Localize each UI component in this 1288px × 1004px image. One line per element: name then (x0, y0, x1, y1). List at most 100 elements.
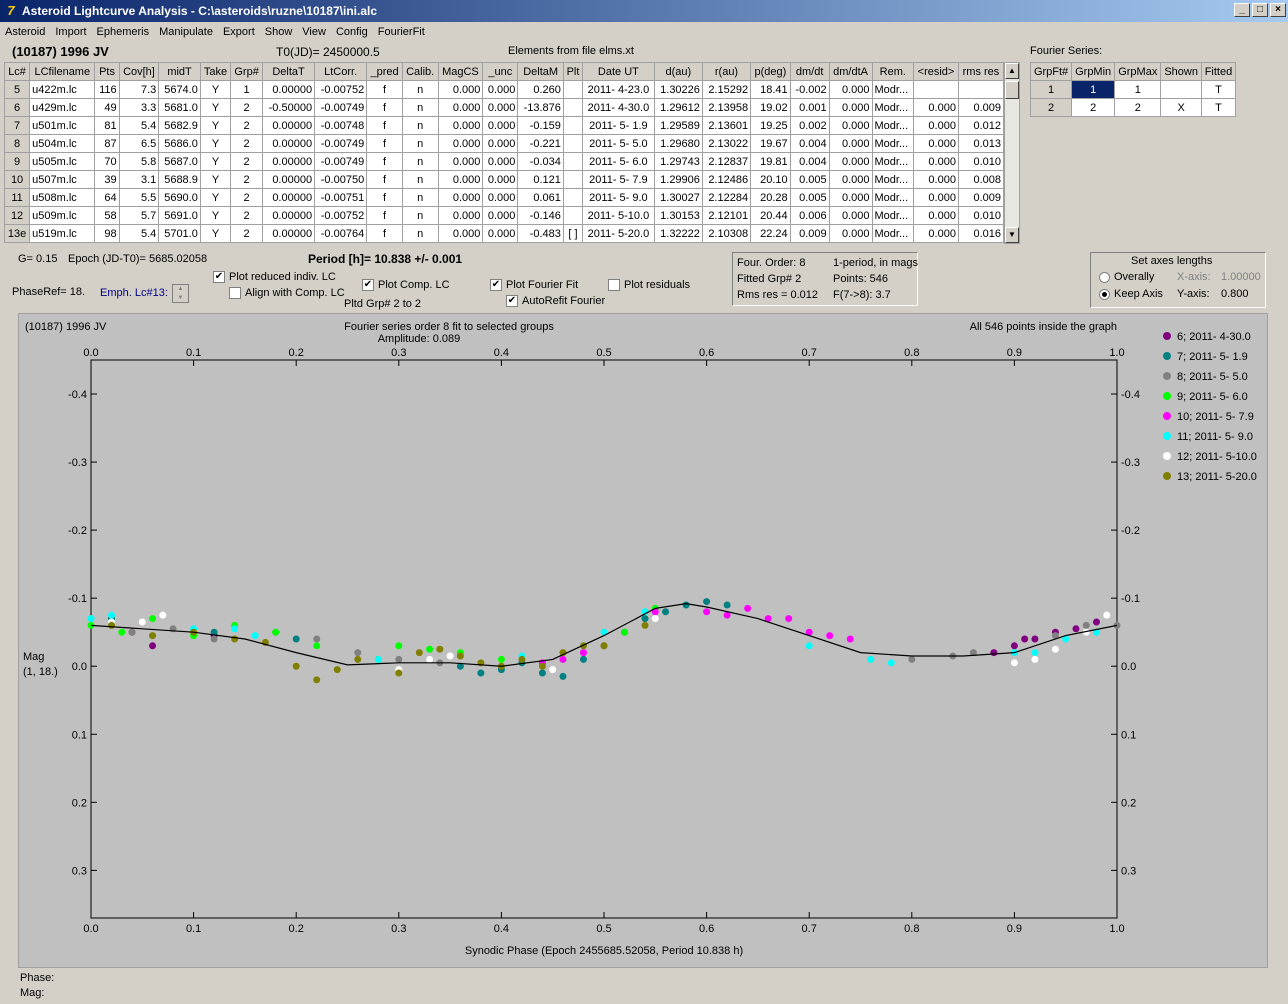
table-cell[interactable]: 20.28 (750, 188, 791, 207)
column-header[interactable]: midT (158, 62, 201, 81)
table-cell[interactable]: Modr... (871, 206, 915, 225)
table-cell[interactable]: 0.000 (913, 188, 959, 207)
table-cell[interactable]: Y (199, 188, 232, 207)
table-cell[interactable]: 0.000 (913, 98, 959, 117)
table-cell[interactable]: -0.146 (517, 206, 564, 225)
table-cell[interactable]: 10 (3, 170, 31, 189)
table-cell[interactable]: 0.000 (482, 224, 519, 243)
table-cell[interactable]: 5674.0 (158, 80, 201, 99)
table-cell[interactable]: 0.000 (437, 134, 484, 153)
table-cell[interactable]: 0.000 (482, 80, 519, 99)
table-cell[interactable]: 22.24 (750, 224, 791, 243)
table-cell[interactable]: u509m.lc (29, 206, 96, 225)
table-cell[interactable]: n (401, 170, 439, 189)
table-cell[interactable]: 98 (94, 224, 120, 243)
table-cell[interactable]: 1.29589 (653, 116, 703, 135)
table-cell[interactable]: 2 (1029, 98, 1073, 117)
table-cell[interactable]: 2011- 5- 9.0 (582, 188, 655, 207)
table-cell[interactable]: 2 (1071, 98, 1116, 117)
table-cell[interactable]: 5.8 (118, 152, 160, 171)
table-cell[interactable]: 0.004 (789, 134, 830, 153)
table-cell[interactable]: 19.02 (750, 98, 791, 117)
table-cell[interactable]: 0.000 (437, 206, 484, 225)
table-cell[interactable]: 0.008 (957, 170, 1005, 189)
table-cell[interactable]: u504m.lc (29, 134, 96, 153)
table-cell[interactable]: 2 (230, 116, 263, 135)
table-cell[interactable]: u501m.lc (29, 116, 96, 135)
table-cell[interactable]: 2.12101 (701, 206, 752, 225)
table-cell[interactable]: 0.000 (828, 134, 873, 153)
table-cell[interactable]: 5701.0 (158, 224, 201, 243)
column-header[interactable]: Calib. (401, 62, 439, 81)
column-header[interactable]: LtCorr. (314, 62, 368, 81)
table-cell[interactable]: 0.000 (437, 98, 484, 117)
table-cell[interactable]: 0.009 (789, 224, 830, 243)
table-cell[interactable]: 5681.0 (158, 98, 201, 117)
table-cell[interactable]: Y (199, 170, 232, 189)
table-cell[interactable]: 5690.0 (158, 188, 201, 207)
table-cell[interactable]: 0.000 (482, 116, 519, 135)
table-cell[interactable]: 58 (94, 206, 120, 225)
table-cell[interactable]: -0.00752 (314, 206, 368, 225)
table-cell[interactable]: 2011- 5- 5.0 (582, 134, 655, 153)
table-cell[interactable]: Y (199, 134, 232, 153)
table-cell[interactable]: 0.000 (437, 80, 484, 99)
table-row[interactable]: 6 u429m.lc 49 3.3 5681.0 Y 2 -0.50000 -0.00749 f n… (3, 98, 1005, 117)
table-cell[interactable]: T (1200, 80, 1237, 99)
table-cell[interactable]: u422m.lc (29, 80, 96, 99)
table-cell[interactable]: 5.4 (118, 224, 160, 243)
table-cell[interactable]: 7 (3, 116, 31, 135)
column-header[interactable]: <resid> (913, 62, 959, 81)
table-cell[interactable]: f (366, 152, 403, 171)
table-cell[interactable]: 2.13958 (701, 98, 752, 117)
table-cell[interactable]: 2 (230, 170, 263, 189)
table-cell[interactable]: 5.4 (118, 116, 160, 135)
table-row[interactable]: 9 u505m.lc 70 5.8 5687.0 Y 2 0.00000 -0.00749 f n 0… (3, 152, 1005, 171)
table-cell[interactable]: 19.67 (750, 134, 791, 153)
table-cell[interactable]: 0.004 (789, 152, 830, 171)
table-cell[interactable]: 5682.9 (158, 116, 201, 135)
table-cell[interactable]: 2.12837 (701, 152, 752, 171)
table-cell[interactable]: 0.000 (913, 206, 959, 225)
table-cell[interactable]: -0.00748 (314, 116, 368, 135)
maximize-button[interactable]: □ (1252, 3, 1268, 17)
table-cell[interactable]: 2 (230, 134, 263, 153)
table-cell[interactable]: -0.00749 (314, 98, 368, 117)
table-cell[interactable] (562, 206, 584, 225)
table-cell[interactable]: 0.012 (957, 116, 1005, 135)
table-cell[interactable]: 1.29906 (653, 170, 703, 189)
table-cell[interactable]: 0.00000 (261, 170, 316, 189)
table-cell[interactable]: Y (199, 224, 232, 243)
table-cell[interactable]: 5688.9 (158, 170, 201, 189)
table-cell[interactable]: 2 (230, 224, 263, 243)
spin-down-icon[interactable]: ▼ (177, 295, 184, 301)
table-cell[interactable] (562, 152, 584, 171)
table-row[interactable]: 8 u504m.lc 87 6.5 5686.0 Y 2 0.00000 -0.00749 f n 0… (3, 134, 1005, 153)
table-cell[interactable]: 2.15292 (701, 80, 752, 99)
column-header[interactable]: dm/dt (789, 62, 830, 81)
close-button[interactable]: × (1270, 3, 1286, 17)
table-cell[interactable]: -0.00751 (314, 188, 368, 207)
table-cell[interactable]: 2.12284 (701, 188, 752, 207)
table-cell[interactable]: f (366, 134, 403, 153)
table-cell[interactable]: X (1160, 98, 1202, 117)
table-cell[interactable]: 0.121 (517, 170, 564, 189)
table-cell[interactable]: f (366, 80, 403, 99)
column-header[interactable]: rms res (957, 62, 1005, 81)
table-cell[interactable]: 6 (3, 98, 31, 117)
table-cell[interactable]: f (366, 206, 403, 225)
table-cell[interactable]: Y (199, 116, 232, 135)
table-cell[interactable]: Modr... (871, 116, 915, 135)
table-cell[interactable]: f (366, 224, 403, 243)
table-cell[interactable]: 0.013 (957, 134, 1005, 153)
table-cell[interactable]: -0.034 (517, 152, 564, 171)
table-cell[interactable] (957, 80, 1005, 99)
table-cell[interactable]: 64 (94, 188, 120, 207)
column-header[interactable]: LCfilename (29, 62, 96, 81)
column-header[interactable]: _pred (366, 62, 403, 81)
table-cell[interactable]: 1.29612 (653, 98, 703, 117)
table-cell[interactable]: -0.00749 (314, 134, 368, 153)
table-cell[interactable]: Y (199, 206, 232, 225)
table-cell[interactable]: -0.00764 (314, 224, 368, 243)
